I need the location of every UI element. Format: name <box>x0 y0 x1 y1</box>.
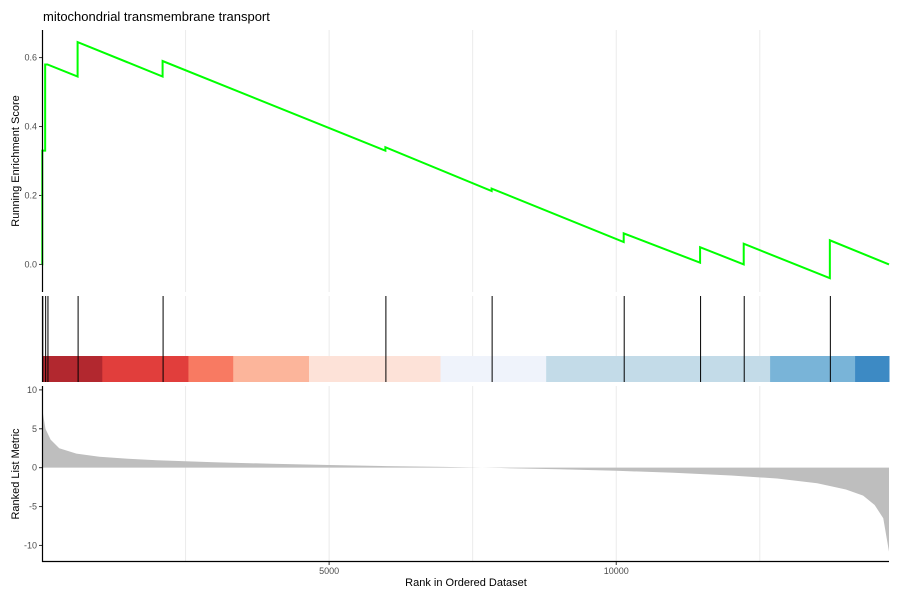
ranked-metric-y-tick-label: 10 <box>27 385 37 395</box>
color-bar-segment <box>546 356 771 382</box>
ranked-metric-grid <box>185 386 761 561</box>
color-bar-segment <box>855 356 890 382</box>
gene-hits <box>42 296 831 382</box>
chart-title: mitochondrial transmembrane transport <box>43 9 270 24</box>
ranked-metric-panel: -10 -5 0 5 10 5000 10000 Ranked List Metric R… <box>10 385 889 589</box>
ranked-metric-y-tick-label: 0 <box>32 463 37 473</box>
color-bar-segment <box>309 356 442 382</box>
ranked-metric-y-ticks: -10 -5 0 5 10 <box>24 385 42 550</box>
es-y-tick-label: 0.2 <box>24 190 37 200</box>
es-y-axis-label: Running Enrichment Score <box>10 95 22 226</box>
color-bar-segment <box>233 356 310 382</box>
color-bar-segment <box>440 356 547 382</box>
ranked-metric-y-axis-label: Ranked List Metric <box>10 428 22 520</box>
ranked-metric-y-tick-label: -10 <box>24 540 37 550</box>
color-bar-segment <box>102 356 189 382</box>
hit-panel <box>41 296 890 382</box>
hit-grid <box>185 296 761 356</box>
color-bar-segment <box>770 356 856 382</box>
x-tick-label: 10000 <box>604 566 629 576</box>
color-bar-segment <box>42 356 103 382</box>
x-tick-label: 5000 <box>319 566 339 576</box>
rank-color-bar <box>42 356 890 382</box>
ranked-metric-y-tick-label: 5 <box>32 424 37 434</box>
es-y-tick-label: 0.4 <box>24 122 37 132</box>
es-y-ticks: 0.0 0.2 0.4 0.6 <box>24 53 42 269</box>
es-grid <box>185 30 761 292</box>
color-bar-segment <box>188 356 234 382</box>
x-axis-label: Rank in Ordered Dataset <box>405 577 527 589</box>
es-y-tick-label: 0.0 <box>24 259 37 269</box>
x-ticks: 5000 10000 <box>319 562 629 576</box>
es-panel: 0.0 0.2 0.4 0.6 Running Enrichment Score <box>10 30 890 292</box>
ranked-metric-area <box>42 403 889 552</box>
running-es-line <box>41 40 890 280</box>
ranked-metric-y-tick-label: -5 <box>29 502 37 512</box>
es-y-tick-label: 0.6 <box>24 53 37 63</box>
